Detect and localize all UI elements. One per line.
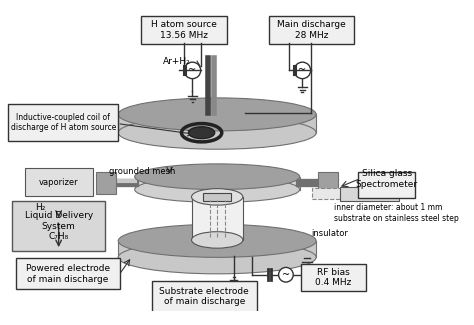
FancyBboxPatch shape — [191, 197, 243, 240]
FancyBboxPatch shape — [340, 187, 399, 201]
Text: ~: ~ — [188, 65, 197, 75]
FancyBboxPatch shape — [301, 264, 365, 291]
Ellipse shape — [135, 177, 300, 202]
Text: ~: ~ — [282, 270, 290, 280]
Text: Substrate electrode
of main discharge: Substrate electrode of main discharge — [159, 287, 249, 306]
Ellipse shape — [118, 224, 316, 257]
FancyBboxPatch shape — [118, 241, 316, 257]
Text: H₂: H₂ — [35, 203, 46, 212]
Text: Main discharge
28 MHz: Main discharge 28 MHz — [277, 20, 346, 40]
FancyBboxPatch shape — [25, 168, 92, 196]
FancyBboxPatch shape — [8, 104, 118, 141]
Circle shape — [279, 267, 293, 282]
FancyBboxPatch shape — [152, 281, 256, 312]
FancyBboxPatch shape — [96, 172, 117, 194]
FancyBboxPatch shape — [141, 16, 227, 44]
FancyBboxPatch shape — [269, 16, 354, 44]
Text: grounded mesh: grounded mesh — [109, 167, 175, 176]
FancyBboxPatch shape — [118, 114, 316, 133]
Circle shape — [294, 62, 310, 79]
FancyBboxPatch shape — [311, 188, 357, 199]
Text: substrate on stainless steel step: substrate on stainless steel step — [335, 214, 459, 223]
Text: Spectrometer: Spectrometer — [356, 180, 418, 189]
FancyBboxPatch shape — [358, 172, 415, 198]
Ellipse shape — [118, 98, 316, 131]
Text: Powered electrode
of main discharge: Powered electrode of main discharge — [26, 264, 110, 283]
Ellipse shape — [191, 232, 243, 248]
Text: vaporizer: vaporizer — [39, 178, 79, 187]
Text: Inductive-coupled coil of
discharge of H atom source: Inductive-coupled coil of discharge of H… — [10, 113, 116, 132]
FancyBboxPatch shape — [135, 177, 300, 189]
Ellipse shape — [118, 116, 316, 149]
Ellipse shape — [189, 127, 215, 139]
Ellipse shape — [118, 241, 316, 274]
Text: Silica glass: Silica glass — [362, 169, 412, 178]
Ellipse shape — [135, 164, 300, 189]
Ellipse shape — [191, 188, 243, 205]
Text: H atom source
13.56 MHz: H atom source 13.56 MHz — [151, 20, 217, 40]
Text: ~: ~ — [298, 65, 307, 75]
FancyBboxPatch shape — [12, 202, 105, 251]
FancyBboxPatch shape — [318, 172, 338, 194]
Text: Liquid Delivery
System
C₇H₈: Liquid Delivery System C₇H₈ — [25, 211, 93, 241]
Text: Ar+H₂: Ar+H₂ — [163, 57, 191, 66]
Text: inner diameter: about 1 mm: inner diameter: about 1 mm — [335, 203, 443, 212]
Text: RF bias
0.4 MHz: RF bias 0.4 MHz — [315, 268, 352, 287]
FancyBboxPatch shape — [203, 193, 231, 201]
Circle shape — [184, 62, 201, 79]
Text: insulator: insulator — [311, 229, 348, 238]
FancyBboxPatch shape — [16, 258, 120, 290]
